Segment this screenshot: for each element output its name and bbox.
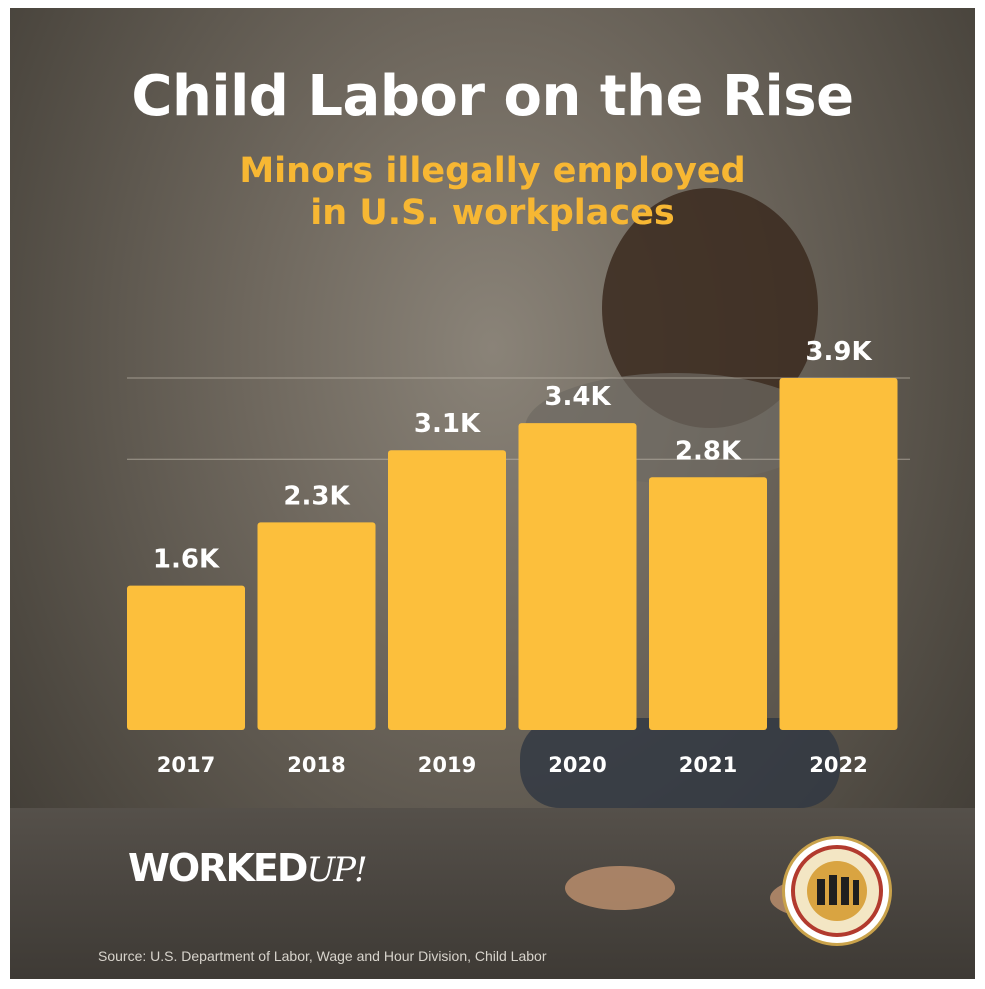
bar-chart: 1.6K 2.3K 3.1K 3.4K 2.8K 3.9K 2017 2018 2019 202… bbox=[127, 337, 910, 777]
data-label-2018: 2.3K bbox=[283, 481, 350, 511]
union-seal-logo bbox=[782, 836, 892, 946]
data-label-2022: 3.9K bbox=[805, 337, 872, 367]
x-tick-2022: 2022 bbox=[809, 753, 867, 777]
x-tick-2018: 2018 bbox=[287, 753, 345, 777]
union-seal-icon bbox=[791, 845, 883, 937]
bar-2021 bbox=[649, 477, 767, 730]
data-label-2021: 2.8K bbox=[675, 436, 742, 466]
infographic: Child Labor on the Rise Minors illegally… bbox=[10, 8, 975, 979]
data-label-2017: 1.6K bbox=[153, 545, 220, 575]
bar-2020 bbox=[518, 423, 637, 730]
logo-main-text: WORKED bbox=[128, 846, 308, 890]
bar-2022 bbox=[779, 378, 898, 730]
page-title: Child Labor on the Rise bbox=[131, 64, 854, 129]
chart-bars bbox=[127, 378, 898, 730]
chart-data-labels: 1.6K 2.3K 3.1K 3.4K 2.8K 3.9K bbox=[153, 337, 873, 575]
data-label-2020: 3.4K bbox=[544, 382, 611, 412]
logo-script-text: UP! bbox=[306, 850, 367, 890]
data-label-2019: 3.1K bbox=[414, 409, 481, 439]
subtitle-line-1: Minors illegally employed bbox=[239, 151, 746, 191]
x-tick-2019: 2019 bbox=[418, 753, 476, 777]
page-subtitle: Minors illegally employed in U.S. workpl… bbox=[10, 150, 975, 234]
x-tick-2021: 2021 bbox=[679, 753, 737, 777]
chart-x-tick-labels: 2017 2018 2019 2020 2021 2022 bbox=[157, 753, 868, 777]
bar-2018 bbox=[257, 522, 376, 730]
x-tick-2020: 2020 bbox=[548, 753, 606, 777]
subtitle-line-2: in U.S. workplaces bbox=[310, 193, 675, 233]
bar-2017 bbox=[127, 585, 245, 730]
source-note: Source: U.S. Department of Labor, Wage a… bbox=[98, 948, 547, 964]
bar-2019 bbox=[388, 450, 506, 730]
worked-up-logo: WORKEDUP! bbox=[128, 846, 368, 890]
x-tick-2017: 2017 bbox=[157, 753, 215, 777]
